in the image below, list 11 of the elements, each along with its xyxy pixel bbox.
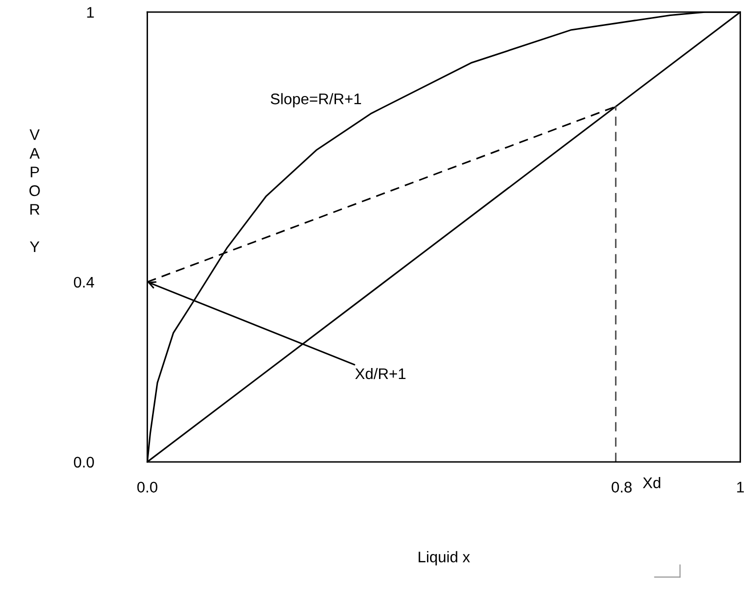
annotation: Slope=R/R+1	[270, 93, 362, 108]
y-tick-label: 0.0	[74, 456, 94, 468]
annotation: Xd/R+1	[355, 368, 406, 380]
x-axis-title: Liquid x	[418, 551, 470, 566]
x-tick-label: 0.8	[612, 482, 632, 493]
x-tick-label: 1	[737, 482, 744, 492]
text: VAPOR Y	[29, 129, 40, 252]
x-tick-label: 0.0	[137, 482, 158, 493]
y-tick-label: 0.4	[74, 276, 94, 288]
annotation: Xd	[642, 477, 660, 488]
y-tick-label: 1	[87, 7, 94, 18]
